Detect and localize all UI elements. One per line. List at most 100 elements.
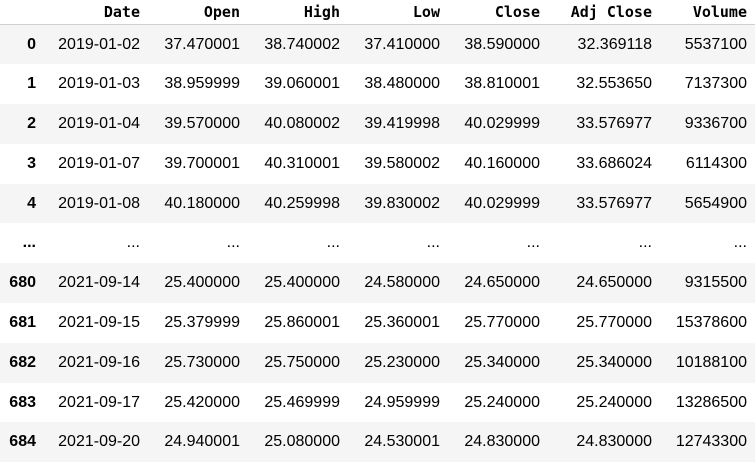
cell-adj-close: 24.830000 bbox=[576, 433, 652, 451]
cell-volume: 9336700 bbox=[684, 114, 747, 132]
cell-volume: 5537100 bbox=[684, 35, 747, 53]
cell-high: 39.060001 bbox=[264, 75, 340, 93]
table-row: 682 2021-09-16 25.730000 25.750000 25.230000… bbox=[0, 342, 755, 383]
cell-volume: 12743300 bbox=[675, 433, 747, 451]
row-index: 0 bbox=[27, 35, 36, 53]
row-index: 1 bbox=[27, 75, 36, 93]
cell-high: 25.860001 bbox=[264, 313, 340, 331]
cell-low: 25.230000 bbox=[364, 353, 440, 371]
cell-date: 2021-09-16 bbox=[58, 353, 140, 371]
cell-date: 2019-01-04 bbox=[58, 114, 140, 132]
cell-close: 25.240000 bbox=[464, 393, 540, 411]
cell-adj-close: 25.340000 bbox=[576, 353, 652, 371]
row-index: 4 bbox=[27, 194, 36, 212]
cell-adj-close: 33.576977 bbox=[576, 114, 652, 132]
cell-volume: 15378600 bbox=[675, 313, 747, 331]
cell-close: 40.160000 bbox=[464, 154, 540, 172]
cell-low: 39.830002 bbox=[364, 194, 440, 212]
cell-adj-close: 32.553650 bbox=[576, 75, 652, 93]
cell-close: 38.810001 bbox=[464, 75, 540, 93]
cell-date: 2021-09-20 bbox=[58, 433, 140, 451]
cell-date: 2021-09-14 bbox=[58, 274, 140, 292]
cell-date: 2019-01-03 bbox=[58, 75, 140, 93]
header-index bbox=[0, 0, 42, 25]
cell-close: 40.029999 bbox=[464, 114, 540, 132]
cell-volume: 7137300 bbox=[684, 75, 747, 93]
cell-open: 38.959999 bbox=[164, 75, 240, 93]
cell-open: ... bbox=[226, 234, 240, 252]
cell-adj-close: 25.240000 bbox=[576, 393, 652, 411]
cell-open: 39.700001 bbox=[164, 154, 240, 172]
cell-volume: 6114300 bbox=[685, 154, 747, 172]
cell-low: 39.419998 bbox=[364, 114, 440, 132]
table-row: 1 2019-01-03 38.959999 39.060001 38.480000 38… bbox=[0, 64, 755, 105]
cell-low: 39.580002 bbox=[364, 154, 440, 172]
cell-volume: 13286500 bbox=[675, 393, 747, 411]
cell-adj-close: ... bbox=[638, 234, 652, 252]
table-header: Date Open High Low Close Adj Close Volum… bbox=[0, 0, 755, 25]
cell-high: 40.259998 bbox=[264, 194, 340, 212]
cell-close: 25.340000 bbox=[464, 353, 540, 371]
cell-volume: 5654900 bbox=[684, 194, 747, 212]
table-row: 680 2021-09-14 25.400000 25.400000 24.580000… bbox=[0, 263, 755, 304]
cell-low: 24.580000 bbox=[364, 274, 440, 292]
cell-low: 25.360001 bbox=[364, 313, 440, 331]
cell-high: 40.080002 bbox=[264, 114, 340, 132]
cell-adj-close: 32.369118 bbox=[577, 35, 652, 53]
row-index: 680 bbox=[9, 274, 36, 292]
table-row: 0 2019-01-02 37.470001 38.740002 37.410000 38… bbox=[0, 24, 755, 65]
cell-open: 39.570000 bbox=[164, 114, 240, 132]
row-index: 684 bbox=[9, 433, 36, 451]
cell-date: ... bbox=[126, 234, 140, 252]
cell-date: 2019-01-08 bbox=[58, 194, 140, 212]
cell-adj-close: 33.576977 bbox=[576, 194, 652, 212]
table-row: 681 2021-09-15 25.379999 25.860001 25.360001… bbox=[0, 303, 755, 343]
cell-low: 37.410000 bbox=[364, 35, 440, 53]
cell-open: 25.420000 bbox=[164, 393, 240, 411]
cell-high: 25.400000 bbox=[264, 274, 340, 292]
table-row: 2 2019-01-04 39.570000 40.080002 39.419998 40… bbox=[0, 104, 755, 144]
row-index: 3 bbox=[27, 154, 36, 172]
cell-close: 24.650000 bbox=[464, 274, 540, 292]
table-row: 683 2021-09-17 25.420000 25.469999 24.959999… bbox=[0, 382, 755, 423]
row-index: 2 bbox=[27, 114, 36, 132]
cell-high: 40.310001 bbox=[264, 154, 340, 172]
cell-date: 2019-01-02 bbox=[58, 35, 140, 53]
cell-open: 25.730000 bbox=[164, 353, 240, 371]
cell-volume: 10188100 bbox=[675, 353, 747, 371]
cell-open: 37.470001 bbox=[164, 35, 240, 53]
cell-high: ... bbox=[326, 234, 340, 252]
cell-adj-close: 25.770000 bbox=[576, 313, 652, 331]
cell-open: 25.379999 bbox=[164, 313, 240, 331]
cell-close: 24.830000 bbox=[464, 433, 540, 451]
cell-volume: ... bbox=[733, 234, 747, 252]
cell-high: 25.750000 bbox=[264, 353, 340, 371]
table-row: 4 2019-01-08 40.180000 40.259998 39.830002 40… bbox=[0, 183, 755, 224]
cell-low: ... bbox=[426, 234, 440, 252]
row-index: 683 bbox=[9, 393, 36, 411]
cell-close: ... bbox=[526, 234, 540, 252]
cell-close: 25.770000 bbox=[464, 313, 540, 331]
cell-volume: 9315500 bbox=[684, 274, 747, 292]
row-index: 682 bbox=[9, 353, 36, 371]
row-index: 681 bbox=[9, 313, 36, 331]
cell-adj-close: 33.686024 bbox=[576, 154, 652, 172]
cell-date: 2019-01-07 bbox=[58, 154, 140, 172]
header-date: Date bbox=[42, 0, 148, 25]
row-index: ... bbox=[22, 234, 36, 252]
header-open: Open bbox=[148, 0, 248, 25]
cell-adj-close: 24.650000 bbox=[576, 274, 652, 292]
cell-high: 25.469999 bbox=[264, 393, 340, 411]
table-row: 3 2019-01-07 39.700001 40.310001 39.580002 40… bbox=[0, 143, 755, 184]
cell-low: 38.480000 bbox=[364, 75, 440, 93]
header-adj-close: Adj Close bbox=[548, 0, 660, 25]
cell-close: 38.590000 bbox=[464, 35, 540, 53]
header-row: Date Open High Low Close Adj Close Volum… bbox=[0, 0, 755, 25]
header-low: Low bbox=[348, 0, 448, 25]
header-close: Close bbox=[448, 0, 548, 25]
cell-low: 24.959999 bbox=[364, 393, 440, 411]
cell-date: 2021-09-17 bbox=[58, 393, 140, 411]
table-row: ........................ bbox=[0, 223, 755, 264]
